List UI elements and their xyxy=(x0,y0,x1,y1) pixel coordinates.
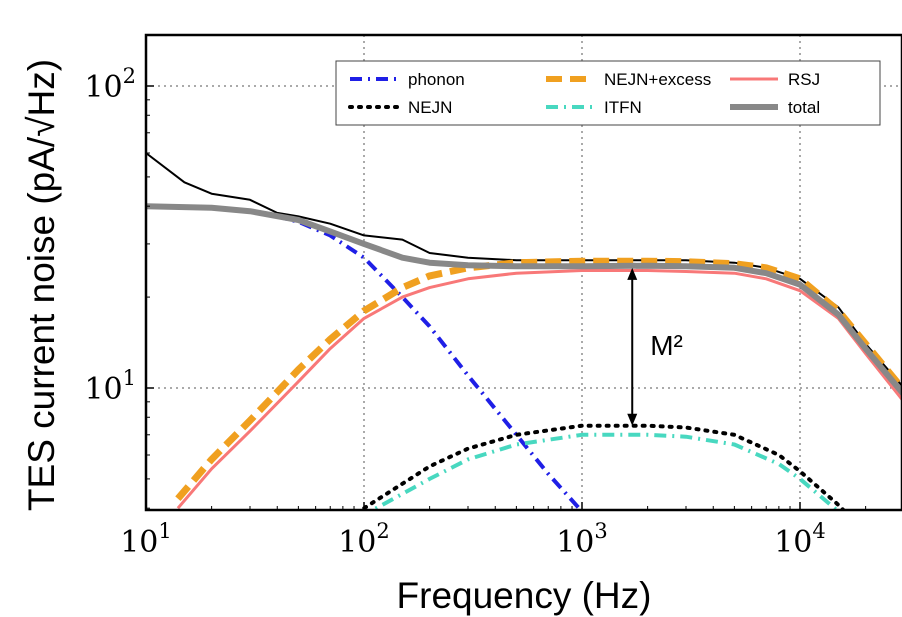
legend-label-itfn: ITFN xyxy=(604,98,642,117)
x-axis-label: Frequency (Hz) xyxy=(397,575,652,616)
y-tick-label-0: 101 xyxy=(84,366,136,407)
series-line-nejn-excess xyxy=(175,257,902,501)
y-tick-label-1: 102 xyxy=(84,64,136,105)
plot-frame xyxy=(144,33,902,512)
legend-label-total: total xyxy=(788,98,820,117)
legend: phonon NEJN+excess RSJ NEJN ITFN total xyxy=(335,60,881,126)
legend-label-rsj: RSJ xyxy=(788,70,820,89)
legend-box xyxy=(335,60,881,126)
x-tick-label-2: 103 xyxy=(556,519,608,560)
series-layer xyxy=(146,152,902,510)
m-squared-arrow-head-bottom xyxy=(627,413,638,426)
y-axis-label: TES current noise (pA/√Hz) xyxy=(21,59,62,511)
m-squared-annotation: M² xyxy=(650,330,683,361)
x-tick-label-1: 102 xyxy=(338,519,390,560)
x-tick-label-3: 104 xyxy=(774,519,826,560)
tick-marks: 101 102 103 104 101 102 xyxy=(84,64,867,560)
series-line-rsj xyxy=(176,269,902,510)
x-tick-label-0: 101 xyxy=(120,519,172,560)
legend-label-nejn-excess: NEJN+excess xyxy=(604,70,711,89)
annotation-layer: M² xyxy=(627,267,683,426)
m-squared-arrow-head-top xyxy=(627,267,638,280)
series-line-itfn xyxy=(368,432,840,510)
legend-label-phonon: phonon xyxy=(408,70,465,89)
series-line-total xyxy=(146,203,902,397)
legend-label-nejn: NEJN xyxy=(408,98,452,117)
